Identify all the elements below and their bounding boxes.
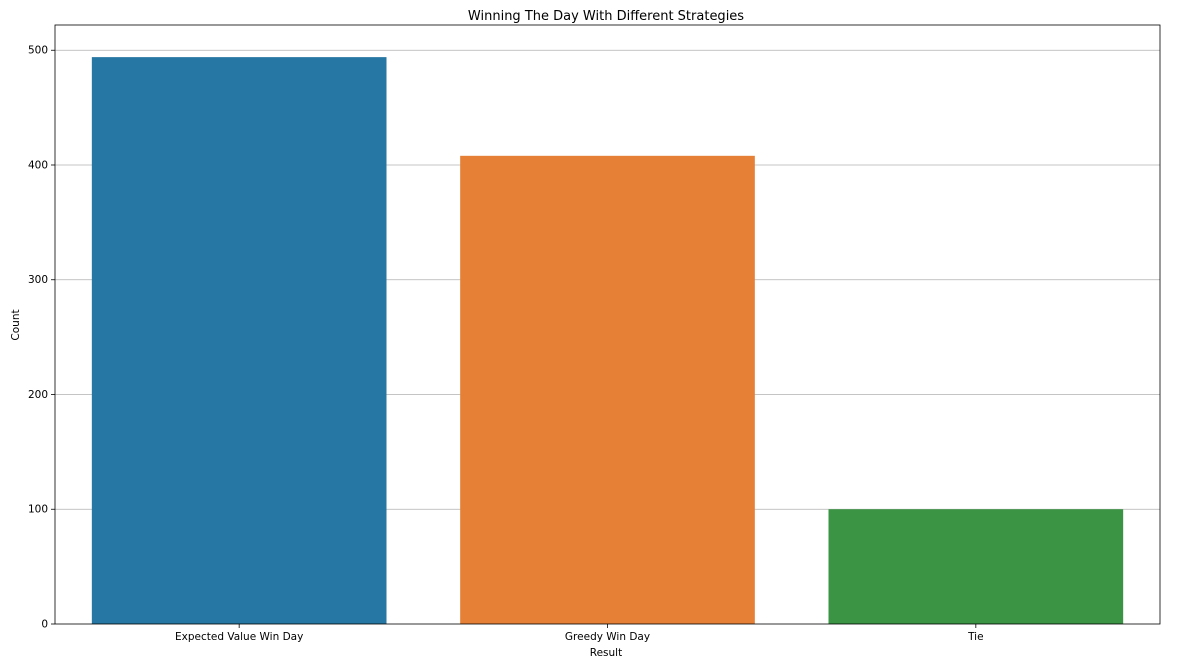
x-axis-ticks: Expected Value Win Day Greedy Win Day Tie	[175, 624, 984, 643]
y-axis-ticks: 0 100 200 300 400 500	[28, 45, 55, 631]
x-tick-label: Expected Value Win Day	[175, 631, 303, 643]
y-tick-label: 400	[28, 159, 48, 171]
y-tick-label: 300	[28, 274, 48, 286]
y-tick-label: 200	[28, 389, 48, 401]
x-axis-label: Result	[590, 647, 622, 659]
y-axis-label: Count	[10, 309, 22, 340]
bar	[91, 57, 387, 625]
chart-title: Winning The Day With Different Strategie…	[468, 9, 744, 24]
bar	[828, 509, 1124, 624]
x-tick-label: Tie	[967, 631, 983, 643]
y-tick-label: 500	[28, 45, 48, 57]
bar	[460, 155, 755, 624]
y-tick-label: 100	[28, 504, 48, 516]
x-tick-label: Greedy Win Day	[565, 631, 650, 643]
y-tick-label: 0	[41, 619, 48, 631]
bars	[91, 57, 1124, 625]
